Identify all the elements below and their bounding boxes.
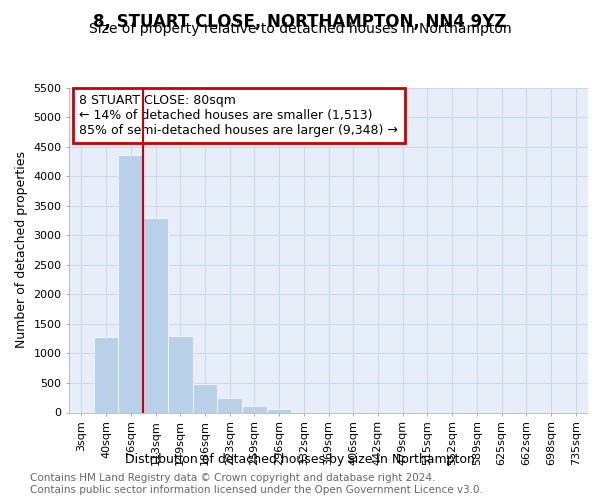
Bar: [168, 336, 193, 412]
Y-axis label: Number of detached properties: Number of detached properties: [14, 152, 28, 348]
Bar: [143, 218, 168, 412]
Text: Size of property relative to detached houses in Northampton: Size of property relative to detached ho…: [89, 22, 511, 36]
Bar: [193, 384, 217, 412]
Bar: [242, 406, 267, 412]
Text: Distribution of detached houses by size in Northampton: Distribution of detached houses by size …: [125, 452, 475, 466]
Text: Contains HM Land Registry data © Crown copyright and database right 2024.
Contai: Contains HM Land Registry data © Crown c…: [30, 474, 483, 495]
Bar: [118, 156, 143, 412]
Bar: [94, 338, 118, 412]
Text: 8 STUART CLOSE: 80sqm
← 14% of detached houses are smaller (1,513)
85% of semi-d: 8 STUART CLOSE: 80sqm ← 14% of detached …: [79, 94, 398, 137]
Bar: [267, 408, 292, 412]
Bar: [217, 398, 242, 412]
Text: 8, STUART CLOSE, NORTHAMPTON, NN4 9YZ: 8, STUART CLOSE, NORTHAMPTON, NN4 9YZ: [93, 12, 507, 30]
